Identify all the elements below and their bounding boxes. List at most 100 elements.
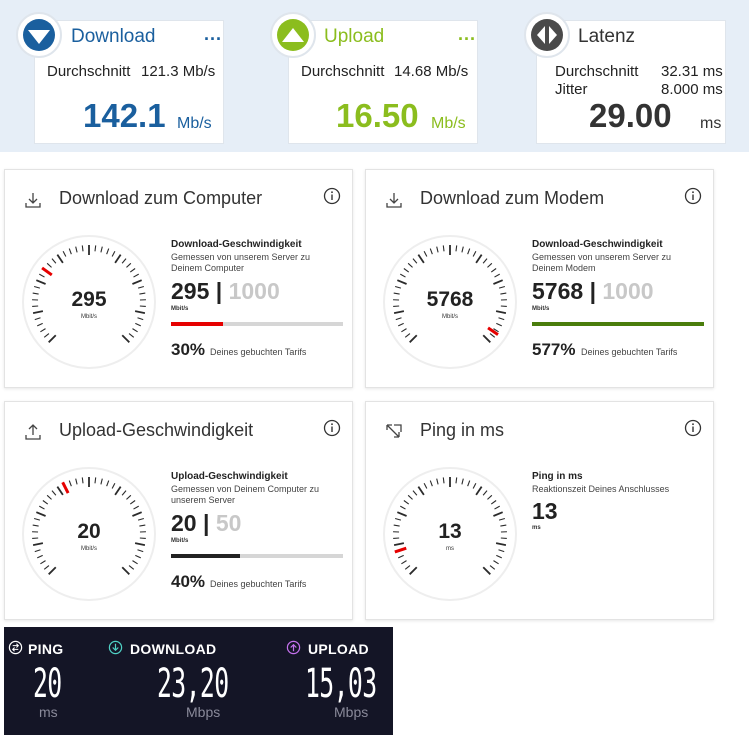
gauge-unit: Mbit/s [441, 314, 458, 320]
panel-title: Download zum Modem [420, 188, 605, 208]
speed-description: Gemessen von unserem Server zu Deinem Co… [171, 252, 311, 273]
gauge-tick [114, 486, 122, 496]
latency-value: 29.00 [589, 97, 672, 134]
gauge-value: 295 [71, 288, 107, 311]
gauge-tick [94, 245, 97, 252]
ping-result-value: 20 [33, 661, 62, 707]
gauge-tick [111, 250, 116, 257]
gauge-tick [75, 478, 78, 485]
gauge-tick [436, 478, 439, 485]
gauge-tick [126, 494, 132, 500]
gauge-tick [114, 254, 122, 264]
tariff-progress-bar [171, 554, 343, 558]
gauge-tick [121, 258, 127, 264]
gauge-tick [496, 322, 502, 327]
gauge-tick [40, 560, 46, 565]
speed-description: Gemessen von Deinem Computer zu unserem … [171, 484, 320, 505]
download-title: Download [71, 26, 156, 47]
info-icon[interactable] [684, 187, 702, 205]
speed-value: 20 [171, 510, 197, 536]
speed-value-row: 5768 | 1000 [532, 278, 654, 305]
gauge-tick [495, 310, 507, 315]
speed-value-row: 20 | 50 [171, 510, 241, 537]
gauge-tick [81, 477, 84, 484]
gauge-tick [394, 285, 402, 289]
gauge-tick [475, 254, 483, 264]
upload-title: Upload [324, 26, 385, 47]
speed-label: Upload-Geschwindigkeit [171, 471, 288, 482]
upload-avg-label: Durchschnitt [301, 63, 385, 80]
gauge-tick [38, 273, 45, 278]
value-separator: | [589, 278, 596, 304]
gauge-value: 5768 [426, 288, 474, 311]
download-result-unit: Mbps [186, 704, 221, 720]
gauge-tick [134, 310, 146, 315]
gauge-tick [461, 478, 464, 485]
info-icon[interactable] [323, 419, 341, 437]
gauge-tick [132, 279, 143, 285]
gauge-tick [128, 333, 135, 338]
ping-arrows-icon [386, 424, 402, 438]
gauge-tick [134, 542, 146, 547]
speed-gauge: 20 Mbit/s [19, 464, 159, 604]
gauge-tick [482, 490, 488, 496]
gauge-tick [500, 524, 507, 527]
gauge-tick [393, 524, 400, 527]
speed-value: 5768 [532, 278, 584, 304]
upload-arrow-icon [270, 12, 316, 58]
latency-unit: ms [700, 115, 722, 132]
gauge-tick [494, 273, 501, 278]
gauge-tick [490, 268, 497, 273]
info-icon[interactable] [684, 419, 702, 437]
gauge-tick [51, 490, 57, 496]
tariff-percent: 577% [532, 340, 576, 359]
gauge-tick [396, 279, 407, 285]
gauge-tick [48, 566, 57, 575]
gauge-tick [35, 279, 46, 285]
gauge-tick [132, 560, 138, 565]
gauge-tick [37, 322, 43, 327]
gauge-tick [100, 246, 103, 253]
gauge-tick [407, 494, 413, 500]
gauge-tick [137, 317, 144, 321]
speed-description: Gemessen von unserem Server zu Deinem Mo… [532, 252, 672, 273]
tariff-max: 1000 [228, 278, 280, 304]
gauge-tick [121, 566, 130, 575]
gauge-tick [121, 490, 127, 496]
gauge-tick [32, 292, 39, 295]
upload-menu-button[interactable]: ... [458, 24, 477, 44]
gauge-face [22, 467, 156, 601]
jitter-value: 8.000 ms [661, 81, 723, 98]
gauge-face [22, 235, 156, 369]
gauge-tick [498, 285, 506, 289]
download-menu-button[interactable]: ... [204, 24, 223, 44]
speed-label: Download-Geschwindigkeit [532, 239, 663, 250]
gauge-tick [32, 310, 44, 315]
download-arrow-icon [16, 12, 62, 58]
gauge-tick [429, 480, 433, 487]
info-icon[interactable] [323, 187, 341, 205]
gauge-value: 20 [77, 520, 101, 543]
gauge-tick [35, 511, 46, 517]
gauge-tick [482, 566, 491, 575]
ping-unit: ms [532, 525, 541, 531]
gauge-tick [394, 517, 402, 521]
tariff-progress-fill [171, 322, 223, 326]
gauge-tick [495, 542, 507, 547]
summary-strip: Durchschnitt 121.3 Mb/s 142.1 Mb/s Downl… [0, 0, 749, 152]
gauge-tick [401, 328, 407, 333]
upload-icon [25, 424, 41, 440]
gauge-tick [429, 248, 433, 255]
gauge-tick [409, 334, 418, 343]
speed-unit: Mbit/s [171, 538, 189, 544]
gauge-tick [498, 549, 505, 553]
download-header: DOWNLOAD [130, 641, 217, 657]
download-summary-card: Durchschnitt 121.3 Mb/s 142.1 Mb/s [34, 20, 224, 144]
gauge-tick [412, 258, 418, 264]
download-computer-panel: Download zum Computer 295 Mbit/s Downloa… [4, 169, 353, 388]
gauge-tick [106, 248, 110, 255]
tariff-percent-text: Deines gebuchten Tarifs [210, 347, 307, 357]
speed-value: 295 [171, 278, 210, 304]
gauge-tick [133, 505, 140, 510]
gauge-tick [398, 322, 404, 327]
